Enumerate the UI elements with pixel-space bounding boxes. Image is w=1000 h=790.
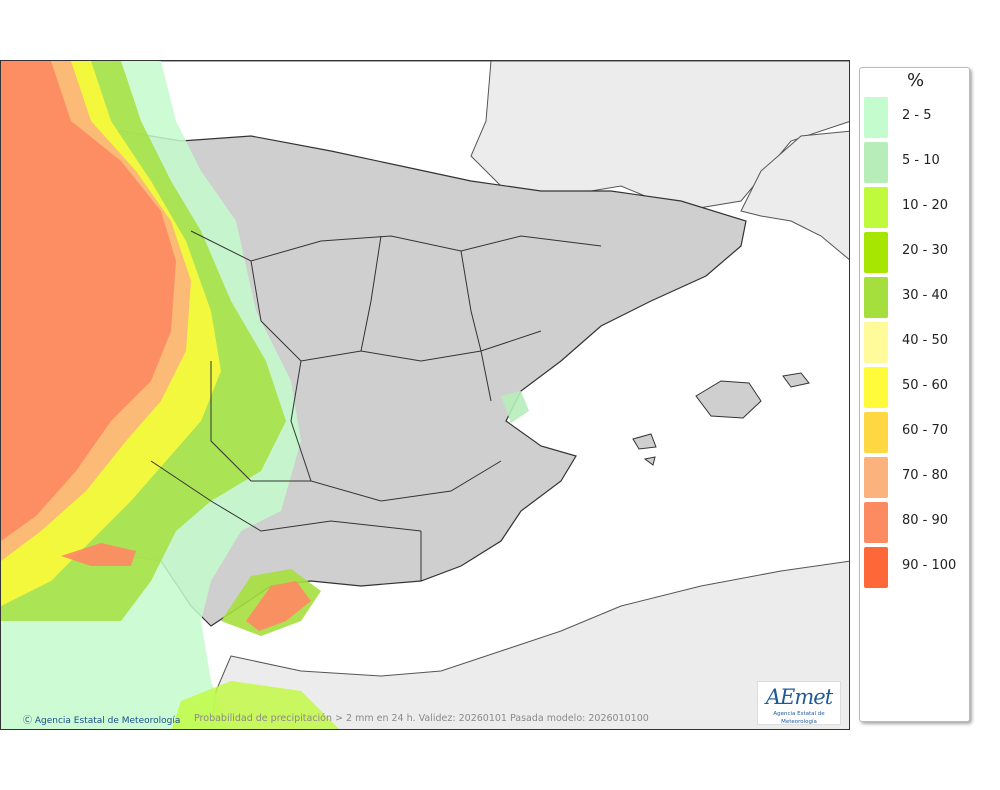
legend-label: 20 - 30 <box>902 243 949 258</box>
legend-item: 70 - 80 <box>864 455 969 498</box>
legend-swatch <box>864 187 888 228</box>
aemet-logo-word: AEmet <box>765 685 833 709</box>
legend-label: 2 - 5 <box>902 108 932 123</box>
legend-item: 10 - 20 <box>864 185 969 228</box>
legend-label: 50 - 60 <box>902 378 949 393</box>
legend-swatch <box>864 232 888 273</box>
legend-item: 2 - 5 <box>864 95 969 138</box>
legend-panel: % 2 - 5 5 - 10 10 - 20 20 - 30 30 - 40 40 - 5… <box>859 67 970 722</box>
precip-zone-africa <box>171 681 339 729</box>
legend-label: 40 - 50 <box>902 333 949 348</box>
legend-item: 90 - 100 <box>864 545 969 588</box>
legend-item: 50 - 60 <box>864 365 969 408</box>
region-borders <box>150 230 602 581</box>
mallorca <box>695 380 762 419</box>
africa-landmass <box>210 560 849 729</box>
legend-swatch <box>864 367 888 408</box>
legend-label: 80 - 90 <box>902 513 949 528</box>
france-landmass <box>159 61 849 212</box>
legend-swatch <box>864 277 888 318</box>
map-frame: Ⓒ Agencia Estatal de Meteorología Probab… <box>0 60 850 730</box>
legend-label: 60 - 70 <box>902 423 949 438</box>
legend-label: 5 - 10 <box>902 153 940 168</box>
legend-label: 90 - 100 <box>902 558 957 573</box>
footer-caption: Probabilidad de precipitación > 2 mm en … <box>194 713 649 724</box>
precip-zone-80-90 <box>1 61 176 541</box>
legend-swatch <box>864 142 888 183</box>
legend-swatch <box>864 502 888 543</box>
formentera <box>643 456 656 466</box>
aemet-logo-subtitle: Agencia Estatal de Meteorología <box>773 711 825 725</box>
legend-swatch <box>864 457 888 498</box>
precip-zone-south-orange <box>246 581 311 631</box>
legend-swatch <box>864 412 888 453</box>
legend-swatch <box>864 322 888 363</box>
legend-label: 10 - 20 <box>902 198 949 213</box>
precip-zone-east <box>501 391 529 423</box>
legend-item: 60 - 70 <box>864 410 969 453</box>
precipitation-map <box>1 61 849 729</box>
france-south-coast <box>740 130 849 260</box>
legend-item: 5 - 10 <box>864 140 969 183</box>
footer-credit: Ⓒ Agencia Estatal de Meteorología <box>23 716 181 726</box>
legend-item: 40 - 50 <box>864 320 969 363</box>
legend-item: 80 - 90 <box>864 500 969 543</box>
legend-swatch <box>864 547 888 588</box>
menorca <box>782 372 810 388</box>
legend-swatch <box>864 97 888 138</box>
legend-item: 20 - 30 <box>864 230 969 273</box>
ibiza <box>632 433 657 450</box>
precip-zone-gibraltar <box>61 543 136 566</box>
footer-credit-text: Agencia Estatal de Meteorología <box>34 716 181 726</box>
legend-title: % <box>906 70 925 91</box>
legend-label: 30 - 40 <box>902 288 949 303</box>
legend-label: 70 - 80 <box>902 468 949 483</box>
aemet-logo: AEmet Agencia Estatal de Meteorología <box>757 681 841 725</box>
legend-item: 30 - 40 <box>864 275 969 318</box>
